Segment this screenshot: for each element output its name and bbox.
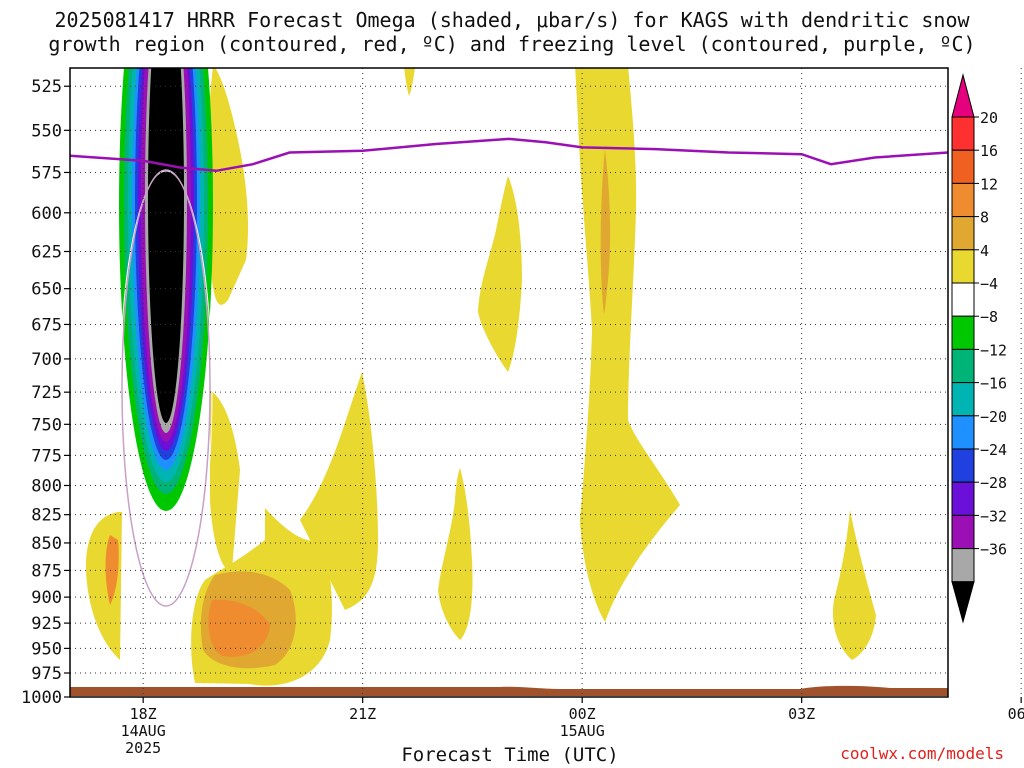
y-axis: 525 550 575 600 625 650 675 700 725 750 775 800 825 8… — [21, 77, 70, 708]
colorbar-label: −4 — [980, 275, 998, 293]
x-tick-label: 15AUG — [560, 722, 605, 740]
colorbar-swatch — [951, 149, 975, 184]
colorbar-swatch — [951, 514, 975, 550]
colorbar-label: 20 — [980, 109, 998, 127]
colorbar-label: −20 — [980, 408, 1007, 426]
y-tick-label: 550 — [31, 121, 62, 141]
y-tick-label: 525 — [31, 77, 62, 97]
credit-text: coolwx.com/models — [840, 744, 1004, 763]
y-tick-label: 975 — [31, 664, 62, 684]
x-tick-label: 00Z — [569, 705, 596, 723]
colorbar: 20 16 12 8 4 −4 −8 −12 −16 −20 −24 −28 −32 −36 — [951, 73, 1007, 624]
x-tick-label: 21Z — [349, 705, 376, 723]
colorbar-swatch — [951, 415, 975, 450]
x-tick-label: 14AUG — [121, 722, 166, 740]
x-tick-label: 2025 — [125, 739, 161, 757]
colorbar-swatch — [951, 182, 975, 218]
y-tick-label: 850 — [31, 534, 62, 554]
colorbar-label: −16 — [980, 375, 1007, 393]
y-tick-label: 700 — [31, 350, 62, 370]
x-axis: 18Z14AUG202521Z00Z15AUG03Z06Z09Z — [121, 697, 1024, 757]
colorbar-label: 8 — [980, 209, 989, 227]
plot-frame — [69, 67, 949, 698]
colorbar-bottom-arrow — [951, 581, 975, 624]
x-tick-label: 18Z — [130, 705, 157, 723]
omega-region-yellow — [205, 68, 248, 305]
colorbar-label: 4 — [980, 242, 989, 260]
omega-region-yellow — [832, 510, 876, 660]
chart-title: 2025081417 HRRR Forecast Omega (shaded, … — [0, 8, 1024, 56]
omega-core-ring — [148, 68, 184, 423]
colorbar-label: −12 — [980, 341, 1007, 359]
colorbar-swatch — [951, 249, 975, 284]
colorbar-swatch — [951, 282, 975, 317]
colorbar-swatch — [951, 548, 975, 583]
y-tick-label: 725 — [31, 383, 62, 403]
x-axis-label: Forecast Time (UTC) — [401, 744, 619, 766]
y-tick-label: 900 — [31, 588, 62, 608]
omega-shading — [85, 68, 876, 686]
omega-region-yellow — [210, 390, 240, 571]
omega-core-outline — [119, 170, 213, 616]
x-tick-label: 03Z — [788, 705, 815, 723]
y-tick-label: 675 — [31, 315, 62, 335]
colorbar-label: −32 — [980, 507, 1007, 525]
colorbar-swatch — [951, 481, 975, 516]
y-tick-label: 625 — [31, 242, 62, 262]
colorbar-swatch — [951, 382, 975, 417]
colorbar-label: 12 — [980, 175, 998, 193]
colorbar-swatch — [951, 315, 975, 350]
plot-area — [69, 68, 1022, 698]
y-tick-label: 1000 — [21, 688, 62, 708]
y-tick-label: 775 — [31, 446, 62, 466]
y-tick-label: 925 — [31, 614, 62, 634]
omega-core-outline — [121, 169, 211, 607]
y-tick-label: 950 — [31, 639, 62, 659]
chart-title-line-2: growth region (contoured, red, ºC) and f… — [48, 32, 976, 56]
colorbar-top-arrow — [951, 73, 975, 118]
omega-region-orange — [208, 599, 270, 657]
y-tick-label: 750 — [31, 415, 62, 435]
x-tick-label: 06Z — [1008, 705, 1024, 723]
colorbar-swatch — [951, 448, 975, 483]
y-tick-label: 575 — [31, 163, 62, 183]
colorbar-swatch — [951, 216, 975, 251]
colorbar-swatch — [951, 116, 975, 151]
y-tick-label: 875 — [31, 561, 62, 581]
colorbar-swatch — [951, 348, 975, 384]
ground-strip — [70, 685, 948, 696]
omega-region-yellow — [404, 68, 415, 96]
y-tick-label: 600 — [31, 204, 62, 224]
colorbar-label: −28 — [980, 474, 1007, 492]
y-tick-label: 800 — [31, 476, 62, 496]
freezing-level-line — [69, 137, 949, 173]
plot-border — [69, 67, 949, 698]
omega-region-yellow — [438, 468, 473, 640]
colorbar-label: −24 — [980, 441, 1007, 459]
colorbar-label: −36 — [980, 541, 1007, 559]
colorbar-label: −8 — [980, 308, 998, 326]
omega-region-yellow — [478, 176, 522, 372]
y-tick-label: 650 — [31, 280, 62, 300]
colorbar-label: 16 — [980, 142, 998, 160]
omega-region-orange — [600, 150, 611, 315]
omega-region-orange — [105, 535, 119, 605]
chart-title-line-1: 2025081417 HRRR Forecast Omega (shaded, … — [54, 8, 970, 32]
y-tick-label: 825 — [31, 506, 62, 526]
